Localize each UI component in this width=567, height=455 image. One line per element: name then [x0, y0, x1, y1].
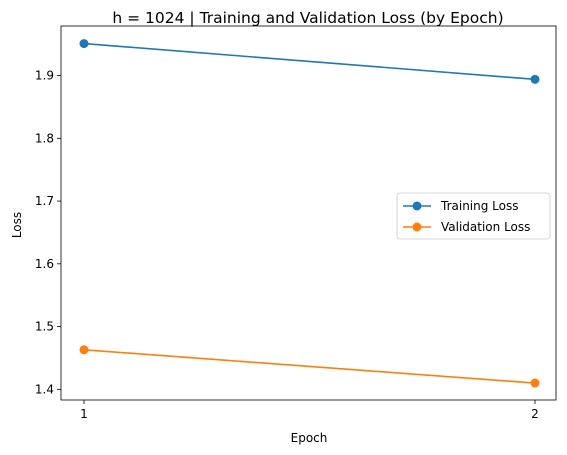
training-loss-point [530, 74, 540, 84]
legend-marker-training [412, 201, 422, 211]
y-tick-label: 1.5 [35, 320, 54, 334]
chart-title: h = 1024 | Training and Validation Loss … [112, 9, 503, 27]
y-tick-label: 1.7 [35, 194, 54, 208]
y-axis: 1.4 1.5 1.6 1.7 1.8 1.9 [35, 69, 61, 396]
y-tick-label: 1.9 [35, 69, 54, 83]
series-layer [79, 39, 540, 388]
y-axis-label: Loss [10, 212, 24, 238]
x-tick-label: 1 [80, 407, 88, 421]
x-axis-label: Epoch [291, 431, 328, 445]
legend-label-validation: Validation Loss [441, 220, 530, 234]
axes-frame [60, 25, 557, 401]
training-loss-point [79, 39, 89, 49]
plot-area [60, 25, 557, 401]
y-tick-label: 1.6 [35, 257, 54, 271]
validation-loss-line [83, 349, 536, 384]
legend: Training Loss Validation Loss [396, 192, 551, 240]
legend-label-training: Training Loss [440, 199, 518, 213]
training-loss-line [83, 42, 536, 81]
legend-marker-validation [412, 222, 422, 232]
y-tick-label: 1.8 [35, 131, 54, 145]
validation-loss-point [530, 378, 540, 388]
x-tick-label: 2 [531, 407, 539, 421]
validation-loss-point [79, 345, 89, 355]
y-tick-label: 1.4 [35, 382, 54, 396]
legend-box [396, 192, 551, 240]
